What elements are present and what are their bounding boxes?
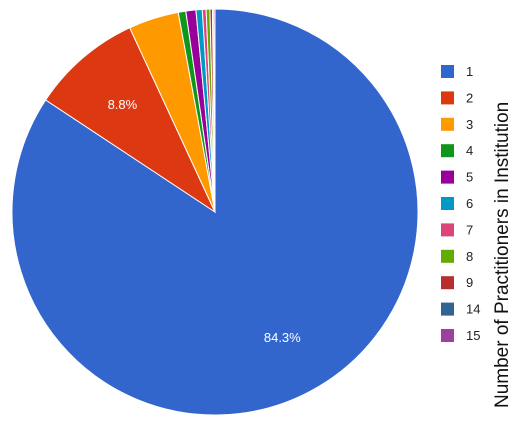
pie-data-labels: 84.3% 8.8% [108,97,302,345]
legend-label-9[interactable]: 9 [466,275,473,290]
legend-label-1[interactable]: 1 [466,64,473,79]
legend-label-5[interactable]: 5 [466,170,473,185]
legend-swatch-2[interactable] [441,91,454,105]
legend-label-8[interactable]: 8 [466,249,473,264]
data-label-2: 8.8% [108,97,138,112]
pie-slice-2[interactable] [44,27,217,214]
legend-swatch-3[interactable] [441,117,454,131]
pie-slices [11,8,419,416]
legend-swatch-14[interactable] [441,302,454,316]
legend-label-2[interactable]: 2 [466,90,473,105]
legend-swatch-1[interactable] [441,65,454,78]
legend-label-15[interactable]: 15 [466,328,480,343]
legend-swatch-5[interactable] [441,170,454,184]
legend-label-7[interactable]: 7 [466,222,473,237]
legend: 1 2 3 4 5 6 7 8 9 14 15 [441,64,480,343]
pie-slice-15[interactable] [213,8,216,213]
data-label-1: 84.3% [264,330,301,345]
legend-title: Number of Practitioners in Institution [492,102,513,408]
legend-swatch-4[interactable] [441,144,454,158]
legend-swatch-8[interactable] [441,249,454,263]
legend-label-6[interactable]: 6 [466,196,473,211]
legend-swatch-7[interactable] [441,223,454,237]
legend-label-3[interactable]: 3 [466,117,473,132]
legend-swatch-6[interactable] [441,197,454,210]
legend-label-14[interactable]: 14 [466,302,480,317]
legend-label-4[interactable]: 4 [466,143,473,158]
legend-swatch-15[interactable] [441,329,454,342]
legend-swatch-9[interactable] [441,276,454,290]
